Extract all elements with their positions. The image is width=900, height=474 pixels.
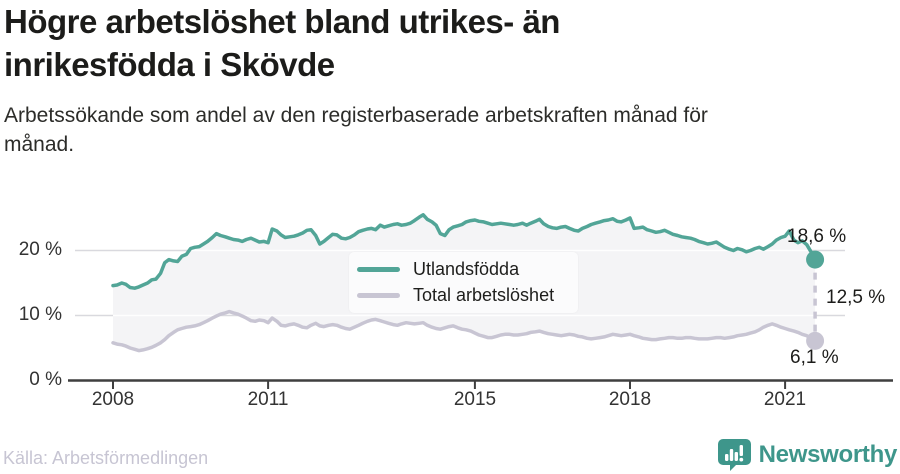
source-note: Källa: Arbetsförmedlingen <box>3 448 209 468</box>
y-axis-label-0: 0 % <box>29 369 62 390</box>
legend-swatch-total-icon <box>357 293 400 298</box>
series-line-total <box>111 309 817 353</box>
series-line-utlandsfodda <box>111 213 817 290</box>
chart-legend: Utlandsfödda Total arbetslöshet <box>349 252 578 313</box>
series-endpoint-utlandsfodda <box>806 250 825 269</box>
newsworthy-brand: Newsworthy <box>717 438 897 471</box>
x-axis-label-2008: 2008 <box>91 389 135 410</box>
page-title: Högre arbetslöshet bland utrikes- än inr… <box>4 3 560 83</box>
newsworthy-logo-icon <box>717 439 751 471</box>
legend-label-total: Total arbetslöshet <box>413 285 555 305</box>
x-axis-label-2015: 2015 <box>453 389 497 410</box>
series-endpoint-total <box>806 331 825 350</box>
legend-label-utlandsfodda: Utlandsfödda <box>413 259 520 279</box>
gap-value-label: 12,5 % <box>826 287 886 308</box>
legend-item-total: Total arbetslöshet <box>349 285 578 306</box>
legend-item-utlandsfodda: Utlandsfödda <box>349 259 578 280</box>
page-subtitle: Arbetssökande som andel av den registerb… <box>4 104 708 156</box>
x-axis-label-2021: 2021 <box>763 389 807 410</box>
end-value-label-total: 6,1 % <box>790 347 839 368</box>
y-axis-label-10: 10 % <box>18 304 62 325</box>
newsworthy-wordmark: Newsworthy <box>758 440 898 468</box>
end-value-label-utlandsfodda: 18,6 % <box>787 226 847 247</box>
legend-swatch-utlandsfodda-icon <box>357 267 400 272</box>
y-axis-label-20: 20 % <box>18 239 62 260</box>
x-axis-label-2018: 2018 <box>608 389 652 410</box>
x-axis-label-2011: 2011 <box>247 389 289 410</box>
